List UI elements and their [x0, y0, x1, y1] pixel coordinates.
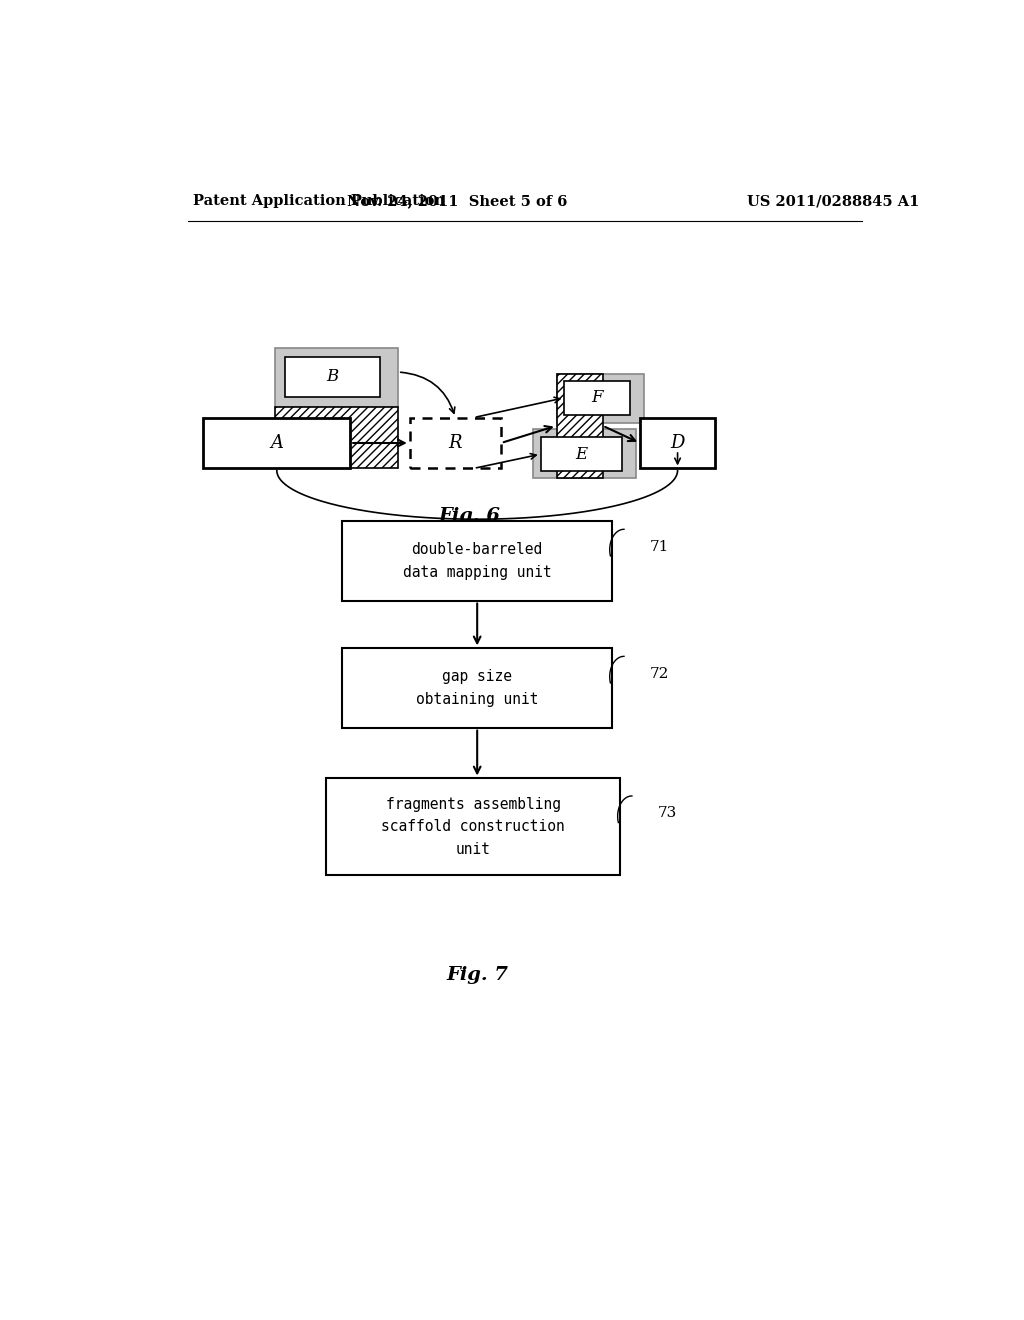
Text: 71: 71	[650, 540, 670, 553]
FancyBboxPatch shape	[410, 417, 501, 469]
Text: Fig. 6: Fig. 6	[438, 507, 501, 525]
FancyBboxPatch shape	[274, 408, 397, 469]
Text: F: F	[591, 389, 603, 407]
FancyBboxPatch shape	[557, 374, 644, 422]
Text: double-barreled: double-barreled	[412, 543, 543, 557]
Text: Nov. 24, 2011  Sheet 5 of 6: Nov. 24, 2011 Sheet 5 of 6	[347, 194, 567, 209]
Text: 72: 72	[650, 667, 670, 681]
FancyBboxPatch shape	[285, 356, 380, 397]
FancyBboxPatch shape	[342, 521, 612, 601]
FancyBboxPatch shape	[640, 417, 715, 469]
FancyBboxPatch shape	[532, 429, 636, 478]
Text: A: A	[270, 434, 284, 451]
Text: Patent Application Publication: Patent Application Publication	[194, 194, 445, 209]
Text: R: R	[449, 434, 462, 451]
Text: Fig. 7: Fig. 7	[446, 965, 508, 983]
Text: scaffold construction: scaffold construction	[381, 820, 565, 834]
FancyBboxPatch shape	[327, 779, 620, 875]
Text: fragments assembling: fragments assembling	[386, 797, 561, 812]
Text: data mapping unit: data mapping unit	[402, 565, 552, 579]
Text: gap size: gap size	[442, 669, 512, 684]
FancyBboxPatch shape	[541, 437, 622, 471]
FancyBboxPatch shape	[564, 381, 630, 414]
Text: B: B	[327, 368, 339, 385]
Text: US 2011/0288845 A1: US 2011/0288845 A1	[748, 194, 920, 209]
FancyBboxPatch shape	[204, 417, 350, 469]
FancyBboxPatch shape	[274, 348, 397, 408]
Text: E: E	[575, 446, 587, 463]
Text: obtaining unit: obtaining unit	[416, 692, 539, 706]
Text: unit: unit	[456, 842, 490, 857]
FancyBboxPatch shape	[557, 374, 602, 478]
Text: D: D	[671, 434, 685, 451]
Text: 73: 73	[658, 807, 677, 820]
FancyBboxPatch shape	[342, 648, 612, 727]
